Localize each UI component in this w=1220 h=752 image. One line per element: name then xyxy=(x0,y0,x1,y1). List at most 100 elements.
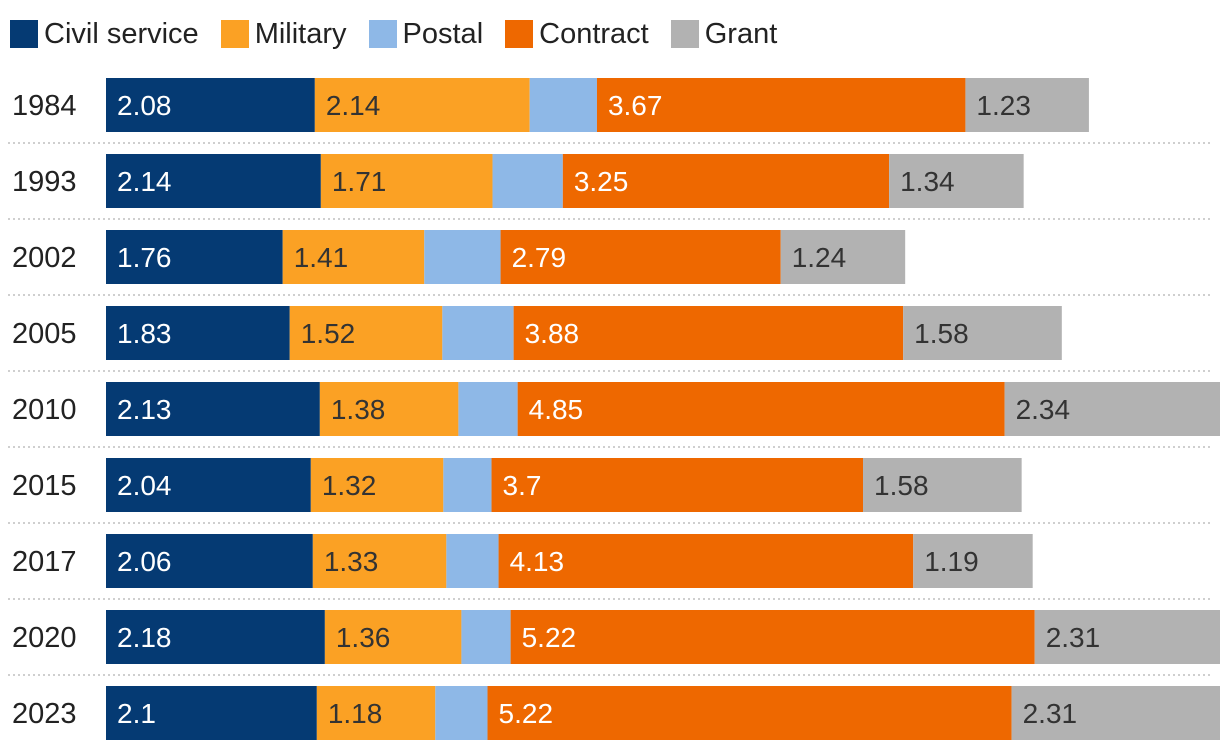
bar-segment xyxy=(319,382,459,436)
legend-item: Civil service xyxy=(10,18,199,51)
bar-segment xyxy=(498,534,914,588)
category-label: 1993 xyxy=(12,166,77,198)
data-label: 1.23 xyxy=(976,90,1031,121)
data-label: 1.32 xyxy=(322,470,377,501)
bar-segment xyxy=(863,458,1022,512)
legend-swatch xyxy=(220,20,249,48)
bar-segment xyxy=(106,230,283,284)
data-label: 1.76 xyxy=(117,242,172,273)
legend-label: Grant xyxy=(704,17,778,50)
data-label: 2.18 xyxy=(117,622,172,653)
legend-label: Civil service xyxy=(44,17,199,50)
data-label: 1.83 xyxy=(117,318,172,349)
data-label: 3.25 xyxy=(574,166,629,197)
bar-segment xyxy=(446,534,499,588)
category-label: 2017 xyxy=(12,546,77,578)
bar-segment xyxy=(324,610,462,664)
category-label: 2005 xyxy=(12,318,77,350)
bar-segment xyxy=(424,230,501,284)
data-label: 3.7 xyxy=(503,470,542,501)
data-label: 2.34 xyxy=(1016,394,1071,425)
bar-segment xyxy=(282,230,425,284)
data-label: 4.85 xyxy=(529,394,584,425)
category-label: 1984 xyxy=(12,90,77,122)
bar-segment xyxy=(596,78,966,132)
bar-segment xyxy=(458,382,518,436)
data-label: 1.41 xyxy=(294,242,349,273)
bar-segment xyxy=(106,458,311,512)
bar-segment xyxy=(312,534,447,588)
category-label: 2023 xyxy=(12,698,77,730)
data-label: 1.19 xyxy=(924,546,979,577)
bar-segment xyxy=(492,154,563,208)
legend: Civil service Military Postal Contract Grant xyxy=(10,14,799,54)
data-label: 1.24 xyxy=(792,242,847,273)
bar-segment xyxy=(889,154,1024,208)
bar-segment xyxy=(513,306,904,360)
data-label: 1.71 xyxy=(332,166,387,197)
data-label: 3.67 xyxy=(608,90,663,121)
category-label: 2015 xyxy=(12,470,77,502)
bar-segment xyxy=(106,306,290,360)
legend-item: Contract xyxy=(505,18,649,51)
data-label: 2.79 xyxy=(512,242,567,273)
data-label: 2.1 xyxy=(117,698,156,729)
bar-segment xyxy=(517,382,1005,436)
data-label: 5.22 xyxy=(499,698,554,729)
data-label: 1.34 xyxy=(900,166,955,197)
bar-segment xyxy=(562,154,890,208)
bar-segment xyxy=(965,78,1089,132)
legend-item: Postal xyxy=(368,17,484,51)
data-label: 2.13 xyxy=(117,394,172,425)
data-label: 1.58 xyxy=(914,318,969,349)
bar-segment xyxy=(1004,382,1220,436)
data-label: 2.14 xyxy=(326,90,381,121)
bar-segment xyxy=(500,230,781,284)
bar-segment xyxy=(529,78,597,132)
legend-item: Military xyxy=(220,18,347,51)
data-label: 1.58 xyxy=(874,470,929,501)
bar-segment xyxy=(289,306,443,360)
category-label: 2020 xyxy=(12,622,77,654)
data-label: 2.04 xyxy=(117,470,172,501)
bar-segment xyxy=(316,686,436,740)
legend-swatch xyxy=(10,20,38,48)
data-label: 1.36 xyxy=(336,622,391,653)
bar-segment xyxy=(461,610,511,664)
data-label: 1.33 xyxy=(324,546,379,577)
legend-label: Contract xyxy=(539,17,649,50)
bar-segment xyxy=(913,534,1033,588)
data-label: 1.52 xyxy=(301,318,356,349)
bar-segment xyxy=(106,686,317,740)
bar-segment xyxy=(491,458,864,512)
bar-segment xyxy=(903,306,1062,360)
legend-swatch xyxy=(368,20,397,48)
bar-segment xyxy=(106,154,321,208)
data-label: 2.14 xyxy=(117,166,172,197)
bar-segment xyxy=(310,458,444,512)
category-label: 2010 xyxy=(12,394,77,426)
bar-segment xyxy=(487,686,1012,740)
data-label: 3.88 xyxy=(525,318,580,349)
bar-segment xyxy=(1034,610,1220,664)
bar-segment xyxy=(106,534,313,588)
bar-segment xyxy=(435,686,488,740)
bar-segment xyxy=(314,78,530,132)
legend-label: Postal xyxy=(402,17,484,50)
bar-segment xyxy=(106,610,325,664)
bar-segment xyxy=(1011,686,1220,740)
category-label: 2002 xyxy=(12,242,77,274)
data-label: 2.06 xyxy=(117,546,172,577)
legend-item: Grant xyxy=(670,17,778,51)
bar-segment xyxy=(443,458,492,512)
data-label: 2.31 xyxy=(1023,698,1077,729)
bar-segment xyxy=(442,306,514,360)
legend-swatch xyxy=(670,20,699,48)
bar-segment xyxy=(106,382,320,436)
bar-segment xyxy=(106,78,315,132)
data-label: 1.18 xyxy=(328,698,383,729)
data-label: 2.08 xyxy=(117,90,172,121)
data-label: 4.13 xyxy=(510,546,564,577)
